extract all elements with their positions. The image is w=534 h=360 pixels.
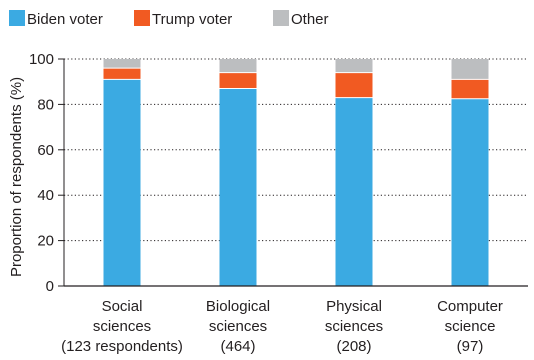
x-tick-label-4-line-2: science <box>445 318 496 335</box>
x-tick-label-3-line-3: (208) <box>336 338 371 355</box>
legend-label-3: Other <box>291 11 329 28</box>
y-tick-label-40: 40 <box>37 187 54 204</box>
x-tick-label-3-line-2: sciences <box>325 318 383 335</box>
y-axis: 0 20 40 60 80 100 <box>29 51 65 295</box>
bar-2-series-1 <box>219 88 257 286</box>
bar-2-series-2 <box>219 72 257 89</box>
bar-1-series-1 <box>103 79 141 287</box>
x-tick-label-4-line-1: Computer <box>437 298 503 315</box>
x-tick-label-2-line-1: Biological <box>206 298 270 315</box>
x-tick-label-2-line-3: (464) <box>220 338 255 355</box>
y-axis-title: Proportion of respondents (%) <box>8 77 25 277</box>
legend-label-1: Biden voter <box>27 11 103 28</box>
x-tick-label-4-line-3: (97) <box>457 338 484 355</box>
bar-3-series-1 <box>335 97 373 286</box>
bar-1-series-3 <box>103 59 141 69</box>
x-tick-label-1-line-2: sciences <box>93 318 151 335</box>
y-tick-label-0: 0 <box>46 278 54 295</box>
bar-3-series-2 <box>335 72 373 98</box>
y-tick-label-100: 100 <box>29 51 54 68</box>
bar-3-series-3 <box>335 59 373 73</box>
bar-1-series-2 <box>103 68 141 80</box>
x-axis: Social sciences (123 respondents) Biologica… <box>61 285 528 355</box>
bars <box>103 59 489 287</box>
x-tick-label-1-line-3: (123 respondents) <box>61 338 183 355</box>
bar-4-series-1 <box>451 98 489 286</box>
bar-2-series-3 <box>219 59 257 73</box>
y-tick-label-60: 60 <box>37 142 54 159</box>
x-tick-label-2-line-2: sciences <box>209 318 267 335</box>
legend-swatch-2 <box>134 10 150 26</box>
legend-swatch-1 <box>9 10 25 26</box>
y-tick-label-20: 20 <box>37 233 54 250</box>
legend: Biden voter Trump voter Other <box>9 10 329 28</box>
legend-swatch-3 <box>273 10 289 26</box>
y-tick-label-80: 80 <box>37 96 54 113</box>
bar-4-series-2 <box>451 79 489 99</box>
legend-label-2: Trump voter <box>152 11 232 28</box>
bar-4-series-3 <box>451 59 489 80</box>
x-tick-label-3-line-1: Physical <box>326 298 382 315</box>
x-tick-label-1-line-1: Social <box>102 298 143 315</box>
